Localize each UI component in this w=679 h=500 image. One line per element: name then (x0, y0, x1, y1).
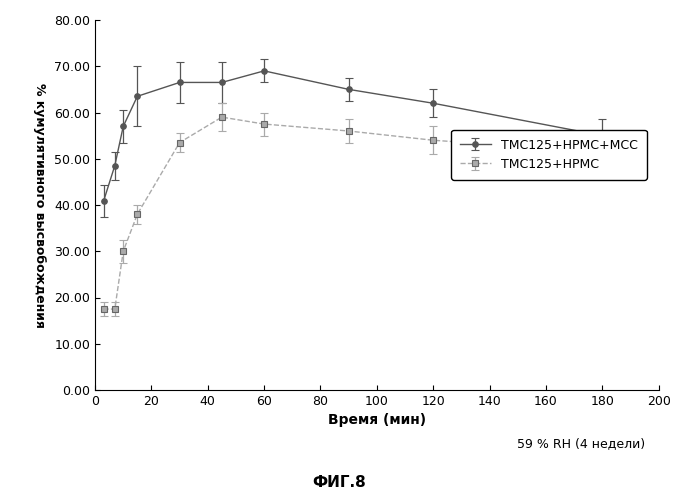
Y-axis label: % кумулятивного высвобождения: % кумулятивного высвобождения (33, 82, 46, 328)
Legend: TMC125+HPMC+MCC, TMC125+HPMC: TMC125+HPMC+MCC, TMC125+HPMC (451, 130, 646, 180)
Text: ФИГ.8: ФИГ.8 (312, 475, 367, 490)
Text: 59 % RH (4 недели): 59 % RH (4 недели) (517, 437, 645, 450)
X-axis label: Время (мин): Время (мин) (328, 414, 426, 428)
